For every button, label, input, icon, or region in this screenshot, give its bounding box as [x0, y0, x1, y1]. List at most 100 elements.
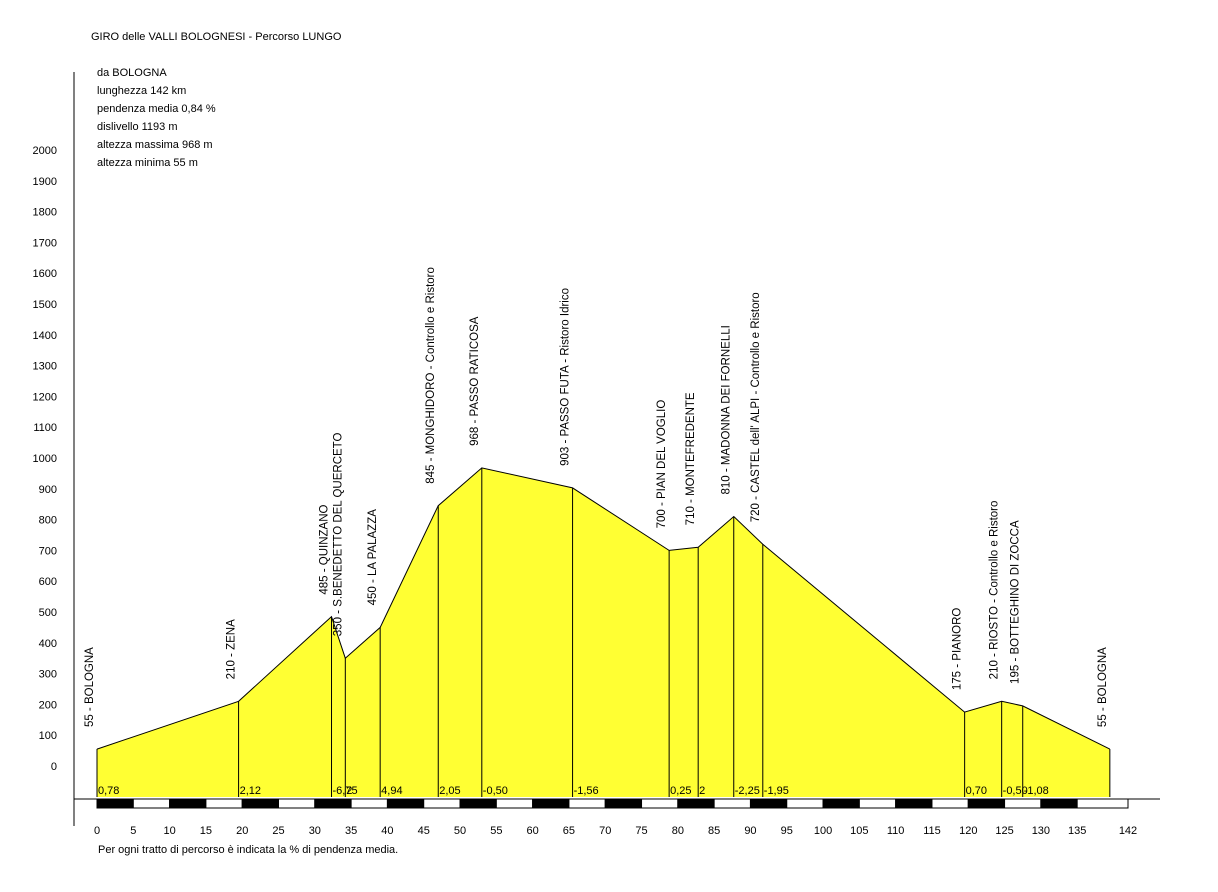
km-scale-segment	[1004, 798, 1042, 809]
waypoint-label: 450 - LA PALAZZA	[367, 509, 379, 606]
gradient-label: -6,75	[333, 785, 358, 797]
gradient-label: -0,50	[1003, 785, 1028, 797]
x-tick-label: 35	[345, 825, 357, 837]
info-line: altezza massima 968 m	[97, 139, 213, 151]
km-scale-segment	[314, 798, 352, 809]
x-tick-label: 80	[672, 825, 684, 837]
y-tick-label: 1500	[33, 299, 57, 311]
km-scale-segment	[677, 798, 715, 809]
waypoint-label: 55 - BOLOGNA	[1097, 647, 1109, 727]
y-tick-label: 1400	[33, 330, 57, 342]
x-tick-label: 65	[563, 825, 575, 837]
km-scale-segment	[931, 798, 969, 809]
x-tick-label: 75	[635, 825, 647, 837]
gradient-label: 4,94	[381, 785, 402, 797]
y-tick-label: 800	[39, 515, 57, 527]
km-scale-segment	[1040, 798, 1078, 809]
waypoint-label: 210 - RIOSTO - Controllo e Ristoro	[989, 501, 1001, 680]
km-scale-segment	[96, 798, 134, 809]
waypoint-label: 968 - PASSO RATICOSA	[469, 316, 481, 446]
km-scale-segment	[858, 798, 897, 809]
gradient-label: 0,25	[670, 785, 691, 797]
gradient-label: 2,05	[439, 785, 460, 797]
y-tick-label: 1700	[33, 237, 57, 249]
elevation-line	[96, 467, 1111, 750]
km-scale-segment	[713, 798, 751, 809]
x-tick-label: 20	[236, 825, 248, 837]
x-tick-label: 0	[94, 825, 100, 837]
waypoint-label: 55 - BOLOGNA	[84, 647, 96, 727]
x-tick-label: 135	[1068, 825, 1086, 837]
x-tick-label: 120	[959, 825, 977, 837]
x-tick-label: 40	[381, 825, 393, 837]
y-tick-label: 200	[39, 699, 57, 711]
x-tick-label: 45	[418, 825, 430, 837]
km-scale-segment	[786, 798, 824, 809]
y-tick-label: 1800	[33, 207, 57, 219]
y-tick-label: 600	[39, 576, 57, 588]
km-scale-segment	[350, 798, 388, 809]
waypoint-label: 700 - PIAN DEL VOGLIO	[656, 400, 668, 529]
x-tick-label: 110	[887, 825, 905, 837]
x-tick-label: 125	[995, 825, 1013, 837]
footnote: Per ogni tratto di percorso è indicata l…	[98, 844, 398, 856]
y-tick-label: 1300	[33, 361, 57, 373]
y-tick-label: 1600	[33, 268, 57, 280]
km-scale-segment	[241, 798, 280, 809]
km-scale-segment	[641, 798, 679, 809]
x-tick-label: 10	[163, 825, 175, 837]
km-scale-segment	[604, 798, 643, 809]
info-line: da BOLOGNA	[97, 67, 167, 79]
info-line: pendenza media 0,84 %	[97, 103, 216, 115]
waypoint-label: 710 - MONTEFREDENTE	[685, 392, 697, 525]
chart-title: GIRO delle VALLI BOLOGNESI - Percorso LU…	[91, 31, 342, 43]
x-tick-label: 60	[527, 825, 539, 837]
y-tick-label: 0	[51, 761, 57, 773]
y-tick-label: 1000	[33, 453, 57, 465]
waypoint-label: 485 - QUINZANO	[319, 504, 331, 594]
x-tick-label: 15	[200, 825, 212, 837]
y-tick-label: 100	[39, 730, 57, 742]
km-scale-segment	[1076, 798, 1129, 809]
waypoint-label: 195 - BOTTEGHINO DI ZOCCA	[1010, 520, 1022, 684]
waypoint-label: 350 - S.BENEDETTO DEL QUERCETO	[332, 432, 344, 636]
plot-area: 55 - BOLOGNA 210 - ZENA 485 - QUINZANO 350 …	[33, 72, 1160, 837]
x-tick-label: 5	[130, 825, 136, 837]
y-tick-label: 1200	[33, 391, 57, 403]
x-tick-label: 130	[1032, 825, 1050, 837]
x-tick-label: 105	[850, 825, 868, 837]
gradient-label: 2,12	[240, 785, 261, 797]
waypoint-label: 210 - ZENA	[226, 619, 238, 679]
x-tick-label: 50	[454, 825, 466, 837]
info-line: altezza minima 55 m	[97, 157, 198, 169]
waypoint-label: 720 - CASTEL dell' ALPI - Controllo e Ri…	[750, 292, 762, 522]
elevation-area	[97, 467, 1110, 797]
gradient-label: -1,56	[574, 785, 599, 797]
km-scale-segment	[423, 798, 461, 809]
y-tick-label: 1100	[33, 422, 57, 434]
x-tick-label: 90	[744, 825, 756, 837]
waypoint-label: 903 - PASSO FUTA - Ristoro Idrico	[560, 288, 572, 466]
x-tick-label: 85	[708, 825, 720, 837]
x-tick-label: 25	[272, 825, 284, 837]
waypoint-label: 845 - MONGHIDORO - Controllo e Ristoro	[425, 267, 437, 484]
km-scale-segment	[967, 798, 1006, 809]
y-tick-label: 300	[39, 669, 57, 681]
y-tick-label: 2000	[33, 145, 57, 157]
km-scale-segment	[205, 798, 243, 809]
gradient-label: -1,08	[1024, 785, 1049, 797]
gradient-label: 0,78	[98, 785, 119, 797]
y-tick-label: 900	[39, 484, 57, 496]
gradient-label: -0,50	[483, 785, 508, 797]
gradient-label: -1,95	[764, 785, 789, 797]
x-tick-label: 30	[309, 825, 321, 837]
waypoint-label: 810 - MADONNA DEI FORNELLI	[721, 325, 733, 494]
x-tick-label: 95	[781, 825, 793, 837]
y-tick-label: 700	[39, 545, 57, 557]
km-scale-segment	[459, 798, 497, 809]
km-scale-segment	[749, 798, 788, 809]
gradient-label: 0,70	[966, 785, 987, 797]
km-scale-segment	[822, 798, 860, 809]
km-scale-segment	[532, 798, 570, 809]
